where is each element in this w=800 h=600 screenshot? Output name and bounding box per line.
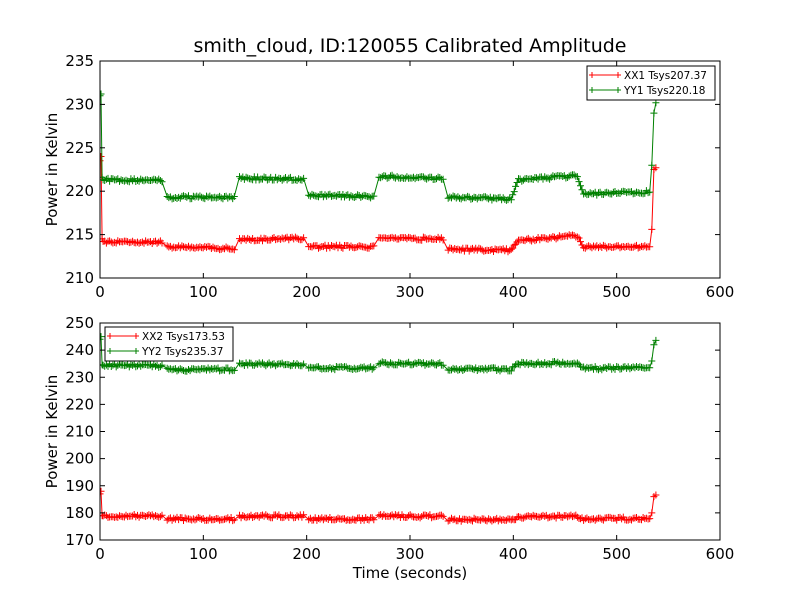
- y-tick-label: 215: [65, 226, 94, 244]
- legend-marker: [107, 348, 139, 354]
- x-tick-label: 600: [706, 545, 735, 563]
- x-tick-label: 200: [292, 283, 321, 301]
- legend-entry: YY2 Tsys235.37: [141, 346, 223, 358]
- x-tick-label: 0: [95, 545, 105, 563]
- series-markers: [100, 333, 660, 375]
- x-tick-label: 0: [95, 283, 105, 301]
- y-axis-label: Power in Kelvin: [43, 375, 61, 489]
- plot-area: [100, 90, 660, 256]
- x-tick-label: 300: [396, 545, 425, 563]
- x-tick-label: 100: [189, 283, 218, 301]
- legend: XX2 Tsys173.53 YY2 Tsys235.37: [104, 326, 234, 362]
- series-markers: [100, 90, 660, 204]
- y-tick-label: 210: [65, 269, 94, 287]
- top-plot-panel: 0 100 200 300 400 500 600 210 215 220 225 230 235 Pow…: [43, 52, 734, 301]
- legend-marker: [589, 72, 621, 78]
- y-tick-label: 220: [65, 395, 94, 413]
- plot-area: [100, 333, 660, 525]
- series-line: [100, 92, 657, 201]
- x-tick-label: 400: [499, 283, 528, 301]
- y-tick-label: 200: [65, 450, 94, 468]
- y-tick-label: 235: [65, 52, 94, 70]
- legend-marker: [589, 87, 621, 93]
- x-axis-label: Time (seconds): [352, 564, 468, 582]
- x-tick-label: 600: [706, 283, 735, 301]
- y-tick-label: 190: [65, 477, 94, 495]
- y-axis-label: Power in Kelvin: [43, 113, 61, 227]
- series-markers: [100, 153, 660, 256]
- y-tick-label: 250: [65, 314, 94, 332]
- legend-entry: YY1 Tsys220.18: [623, 85, 705, 97]
- x-tick-label: 500: [602, 545, 631, 563]
- x-tick-label: 500: [602, 283, 631, 301]
- x-tick-label: 100: [189, 545, 218, 563]
- legend-entry: XX2 Tsys173.53: [142, 331, 225, 343]
- y-tick-label: 220: [65, 182, 94, 200]
- legend-box: [104, 326, 234, 362]
- legend-marker: [107, 333, 139, 339]
- y-tick-label: 225: [65, 139, 94, 157]
- bottom-plot-panel: 0 100 200 300 400 500 600 170 180 190 200 210 220 230…: [43, 314, 734, 563]
- series-markers: [100, 487, 660, 525]
- legend-box: [586, 65, 716, 101]
- y-tick-label: 210: [65, 423, 94, 441]
- legend: XX1 Tsys207.37 YY1 Tsys220.18: [586, 65, 716, 101]
- chart-title: smith_cloud, ID:120055 Calibrated Amplit…: [193, 35, 626, 57]
- y-tick-label: 240: [65, 341, 94, 359]
- legend-entry: XX1 Tsys207.37: [624, 70, 707, 82]
- x-tick-label: 300: [396, 283, 425, 301]
- y-tick-label: 230: [65, 95, 94, 113]
- x-tick-label: 400: [499, 545, 528, 563]
- x-tick-label: 200: [292, 545, 321, 563]
- y-tick-label: 230: [65, 368, 94, 386]
- y-tick-label: 180: [65, 504, 94, 522]
- y-tick-label: 170: [65, 531, 94, 549]
